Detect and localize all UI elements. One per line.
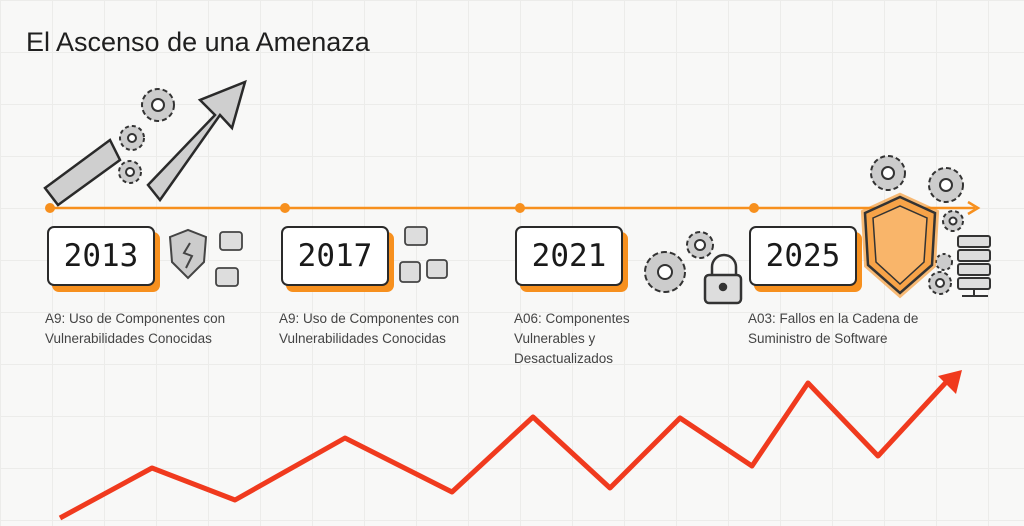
broken-shield-icon (168, 228, 208, 280)
milestone-description: A9: Uso de Componentes con Vulnerabilida… (279, 311, 460, 346)
year-badge-2017: 2017 (281, 226, 389, 286)
trend-line (58, 376, 952, 521)
year-badge-2021: 2021 (515, 226, 623, 286)
rising-arrow-icon (43, 79, 247, 207)
year-badge-2025: 2025 (749, 226, 857, 286)
timeline-dot (749, 203, 759, 213)
trend-arrowhead (938, 370, 962, 394)
timeline-dot (45, 203, 55, 213)
gear-icon (644, 231, 714, 293)
timeline-dot (515, 203, 525, 213)
server-icon (957, 235, 991, 297)
gear-icon (870, 155, 964, 295)
shield-icon (860, 192, 940, 299)
milestone-description: A9: Uso de Componentes con Vulnerabilida… (45, 311, 226, 346)
year-badge-2013: 2013 (47, 226, 155, 286)
gear-icon (118, 88, 175, 184)
timeline-dots (45, 203, 759, 213)
lock-icon (703, 253, 743, 305)
timeline-dot (280, 203, 290, 213)
puzzle-pieces-icon (215, 226, 448, 287)
timeline-arrowhead (967, 200, 981, 216)
milestone-description: A03: Fallos en la Cadena de Suministro d… (748, 311, 919, 346)
page-title: El Ascenso de una Amenaza (26, 27, 370, 57)
milestone-description: A06: Componentes Vulnerables y Desactual… (514, 311, 630, 366)
